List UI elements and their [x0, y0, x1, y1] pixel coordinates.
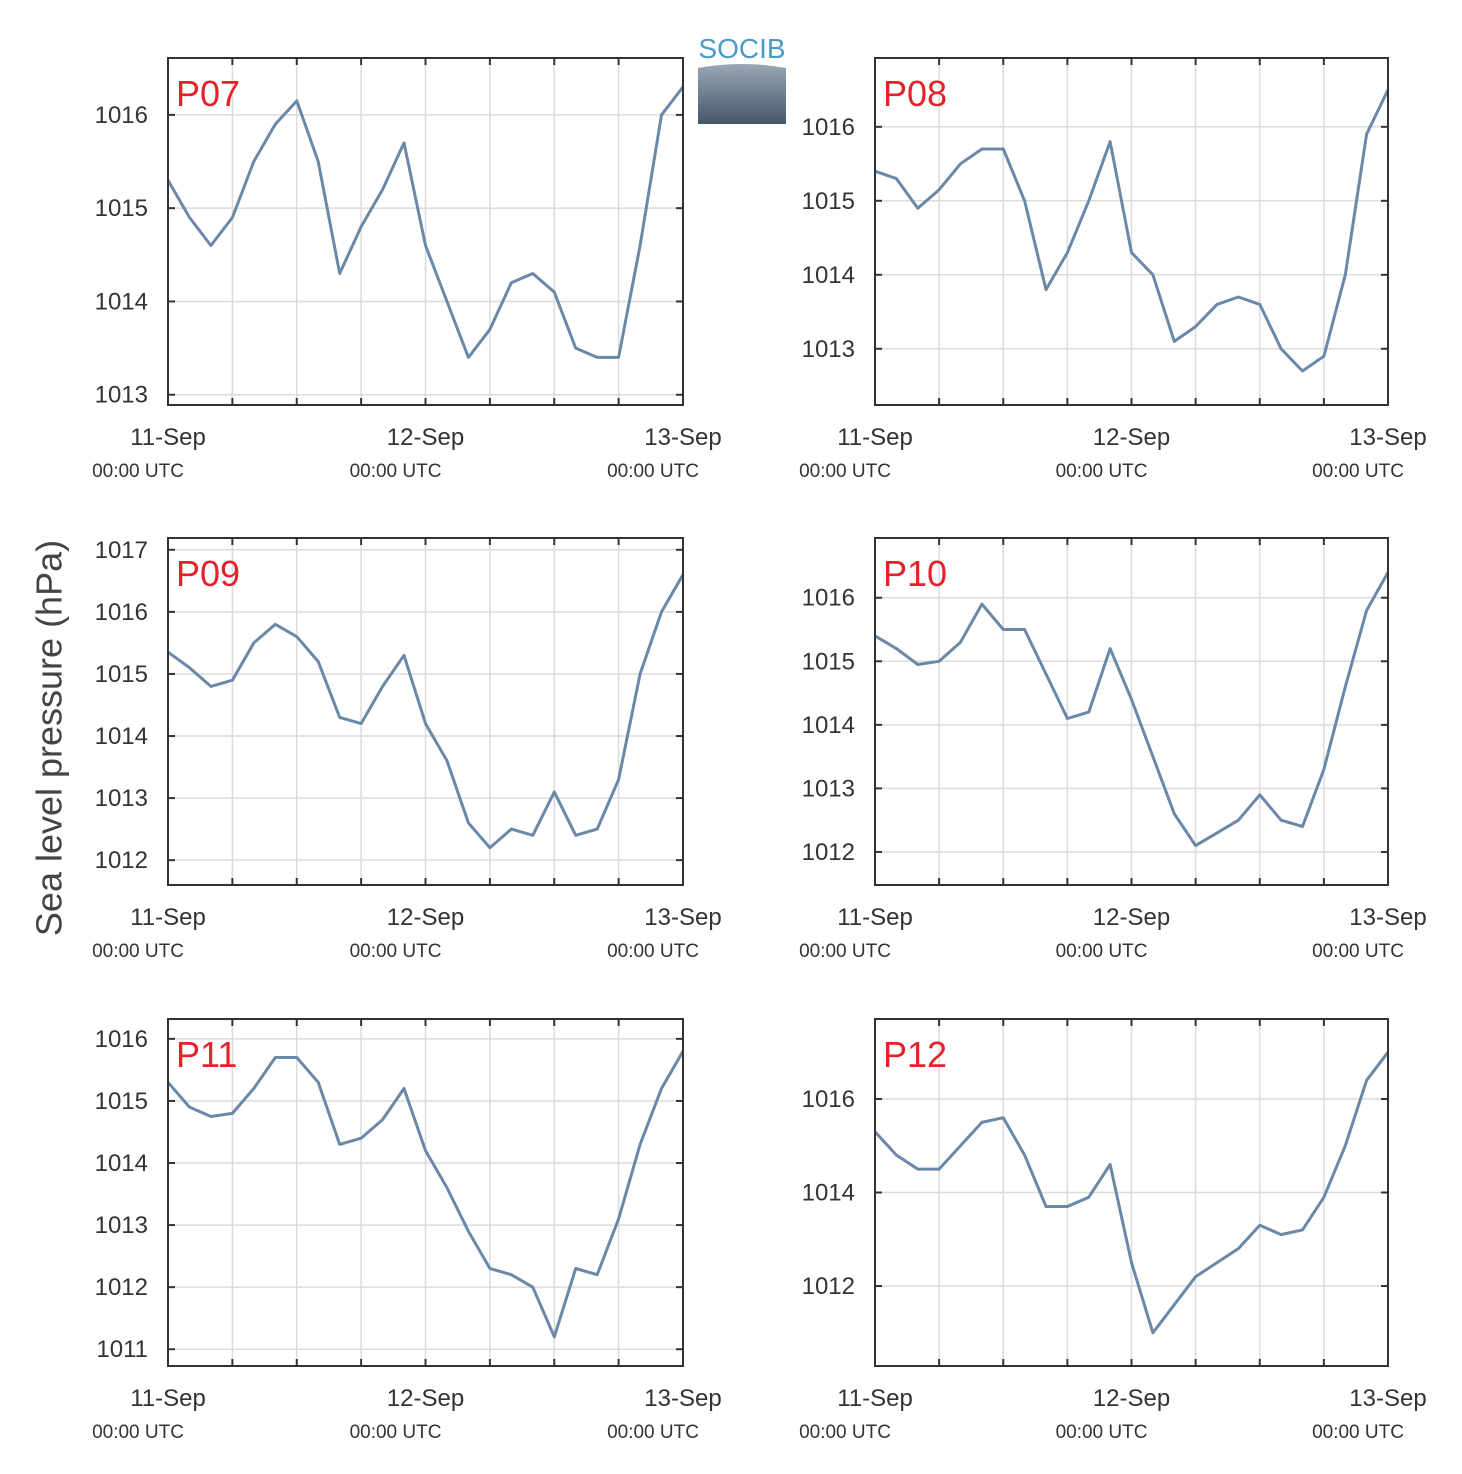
- y-tick-label: 1014: [802, 262, 855, 289]
- y-tick-label: 1016: [95, 599, 148, 626]
- x-tick-label: 13-Sep: [644, 424, 721, 451]
- plot-frame: [874, 57, 1389, 406]
- panel-title: P11: [176, 1034, 237, 1075]
- x-tick-label: 11-Sep: [130, 1385, 206, 1412]
- x-tick-label: 12-Sep: [387, 424, 464, 451]
- x-tick-label: 12-Sep: [1093, 424, 1170, 451]
- y-tick-label: 1015: [802, 648, 855, 675]
- x-tick-label: 13-Sep: [644, 1385, 721, 1412]
- y-tick-label: 1012: [95, 847, 148, 874]
- x-tick-label: 12-Sep: [387, 904, 464, 931]
- data-line: [167, 573, 685, 850]
- logo: SOCIB: [698, 33, 786, 124]
- panel: 11-Sep 00:00 UTC 12-Sep 00:00 UTC 13-Sep 00:0…: [799, 537, 1427, 962]
- y-axis-title: Sea level pressure (hPa): [29, 540, 70, 936]
- x-tick-sublabel: 00:00 UTC: [1056, 941, 1148, 962]
- x-tick-sublabel: 00:00 UTC: [607, 941, 699, 962]
- x-tick-sublabel: 00:00 UTC: [799, 941, 891, 962]
- data-line: [874, 571, 1390, 848]
- y-tick-label: 1015: [802, 188, 855, 215]
- panel-title: P07: [176, 73, 240, 114]
- y-tick-label: 1017: [95, 537, 148, 564]
- y-tick-label: 1015: [95, 195, 148, 222]
- x-tick-label: 13-Sep: [1349, 1385, 1426, 1412]
- plot-frame: [167, 537, 684, 886]
- x-tick-sublabel: 00:00 UTC: [1312, 1422, 1404, 1443]
- y-tick-label: 1015: [95, 1088, 148, 1115]
- panel: 11-Sep 00:00 UTC 12-Sep 00:00 UTC 13-Sep 00:0…: [92, 537, 722, 962]
- x-tick-sublabel: 00:00 UTC: [1056, 1422, 1148, 1443]
- panel-title: P08: [883, 73, 947, 114]
- y-tick-label: 1013: [802, 775, 855, 802]
- y-tick-label: 1016: [95, 1026, 148, 1053]
- x-tick-sublabel: 00:00 UTC: [1056, 461, 1148, 482]
- y-tick-label: 1014: [802, 1180, 855, 1207]
- x-tick-sublabel: 00:00 UTC: [1312, 461, 1404, 482]
- x-tick-label: 11-Sep: [837, 904, 913, 931]
- x-tick-label: 11-Sep: [837, 1385, 913, 1412]
- x-tick-label: 13-Sep: [1349, 424, 1426, 451]
- y-tick-label: 1015: [95, 661, 148, 688]
- x-tick-sublabel: 00:00 UTC: [92, 1422, 184, 1443]
- y-tick-label: 1016: [95, 102, 148, 129]
- x-tick-label: 11-Sep: [837, 424, 913, 451]
- y-tick-label: 1016: [802, 585, 855, 612]
- x-tick-label: 12-Sep: [1093, 1385, 1170, 1412]
- panel: 11-Sep 00:00 UTC 12-Sep 00:00 UTC 13-Sep 00:0…: [799, 57, 1427, 482]
- x-tick-label: 11-Sep: [130, 424, 206, 451]
- plot-frame: [874, 537, 1389, 886]
- x-tick-label: 12-Sep: [387, 1385, 464, 1412]
- x-tick-label: 11-Sep: [130, 904, 206, 931]
- y-tick-label: 1014: [95, 1150, 148, 1177]
- y-tick-label: 1016: [802, 1086, 855, 1113]
- panel: 11-Sep 00:00 UTC 12-Sep 00:00 UTC 13-Sep 00:0…: [92, 1018, 722, 1443]
- logo-shape: [698, 64, 786, 124]
- panel-title: P09: [176, 553, 240, 594]
- x-tick-sublabel: 00:00 UTC: [350, 941, 442, 962]
- x-tick-sublabel: 00:00 UTC: [799, 461, 891, 482]
- plot-frame: [167, 1018, 684, 1367]
- data-line: [166, 85, 685, 359]
- logo-text: SOCIB: [698, 33, 785, 64]
- y-tick-label: 1013: [95, 785, 148, 812]
- y-tick-label: 1012: [802, 1273, 855, 1300]
- x-tick-sublabel: 00:00 UTC: [350, 461, 442, 482]
- data-line: [874, 89, 1390, 373]
- x-tick-label: 13-Sep: [1349, 904, 1426, 931]
- panel: 11-Sep 00:00 UTC 12-Sep 00:00 UTC 13-Sep 00:0…: [92, 57, 722, 482]
- y-tick-label: 1014: [95, 723, 148, 750]
- panel-title: P12: [883, 1034, 947, 1075]
- plot-frame: [167, 57, 684, 406]
- x-tick-sublabel: 00:00 UTC: [92, 461, 184, 482]
- y-tick-label: 1012: [95, 1274, 148, 1301]
- data-line: [166, 1050, 685, 1339]
- y-tick-label: 1014: [802, 712, 855, 739]
- data-line: [873, 1051, 1390, 1335]
- x-tick-label: 12-Sep: [1093, 904, 1170, 931]
- y-tick-label: 1013: [95, 382, 148, 409]
- y-tick-label: 1013: [95, 1212, 148, 1239]
- x-tick-label: 13-Sep: [644, 904, 721, 931]
- x-tick-sublabel: 00:00 UTC: [1312, 941, 1404, 962]
- x-tick-sublabel: 00:00 UTC: [350, 1422, 442, 1443]
- y-tick-label: 1016: [802, 114, 855, 141]
- x-tick-sublabel: 00:00 UTC: [607, 1422, 699, 1443]
- x-tick-sublabel: 00:00 UTC: [92, 941, 184, 962]
- y-tick-label: 1013: [802, 336, 855, 363]
- x-tick-sublabel: 00:00 UTC: [607, 461, 699, 482]
- y-tick-label: 1014: [95, 288, 148, 315]
- x-tick-sublabel: 00:00 UTC: [799, 1422, 891, 1443]
- y-tick-label: 1012: [802, 839, 855, 866]
- panel: 11-Sep 00:00 UTC 12-Sep 00:00 UTC 13-Sep 00:0…: [799, 1018, 1427, 1443]
- plot-frame: [874, 1018, 1389, 1367]
- panel-title: P10: [883, 553, 947, 594]
- y-tick-label: 1011: [96, 1336, 148, 1363]
